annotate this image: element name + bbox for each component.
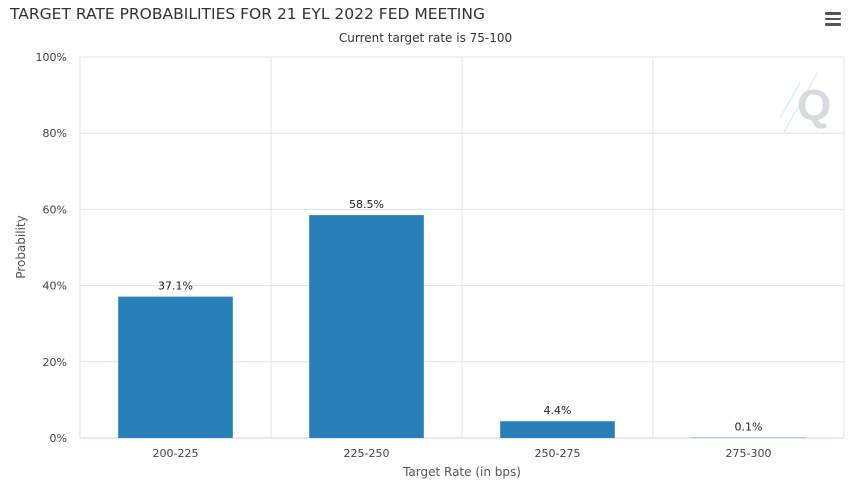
svg-text:Q: Q [797, 81, 831, 130]
bar-200-225[interactable] [118, 296, 233, 438]
x-tick-label: 275-300 [726, 447, 772, 460]
labels-layer: 37.1% 58.5% 4.4% 0.1% [158, 198, 762, 434]
hamburger-menu-icon[interactable] [825, 12, 841, 26]
bar-250-275[interactable] [500, 421, 615, 438]
chart-title: TARGET RATE PROBABILITIES FOR 21 EYL 202… [10, 5, 485, 23]
data-label: 37.1% [158, 280, 193, 293]
x-tick-label: 250-275 [535, 447, 581, 460]
x-axis-title: Target Rate (in bps) [402, 465, 521, 479]
x-tick-label: 200-225 [153, 447, 199, 460]
y-tick-label: 40% [43, 280, 67, 293]
data-label: 4.4% [544, 404, 572, 417]
y-axis-title: Probability [14, 215, 28, 278]
q-logo-icon: Q [779, 71, 831, 133]
bars-layer [118, 215, 806, 438]
y-tick-label: 60% [43, 203, 67, 216]
y-tick-label: 0% [50, 432, 67, 445]
y-tick-label: 20% [43, 356, 67, 369]
y-tick-label: 80% [43, 127, 67, 140]
bar-225-250[interactable] [309, 215, 424, 438]
x-tick-label: 225-250 [344, 447, 390, 460]
data-label: 0.1% [735, 421, 763, 434]
data-label: 58.5% [349, 198, 384, 211]
y-tick-label: 100% [36, 51, 67, 64]
chart-subtitle: Current target rate is 75-100 [338, 31, 513, 45]
